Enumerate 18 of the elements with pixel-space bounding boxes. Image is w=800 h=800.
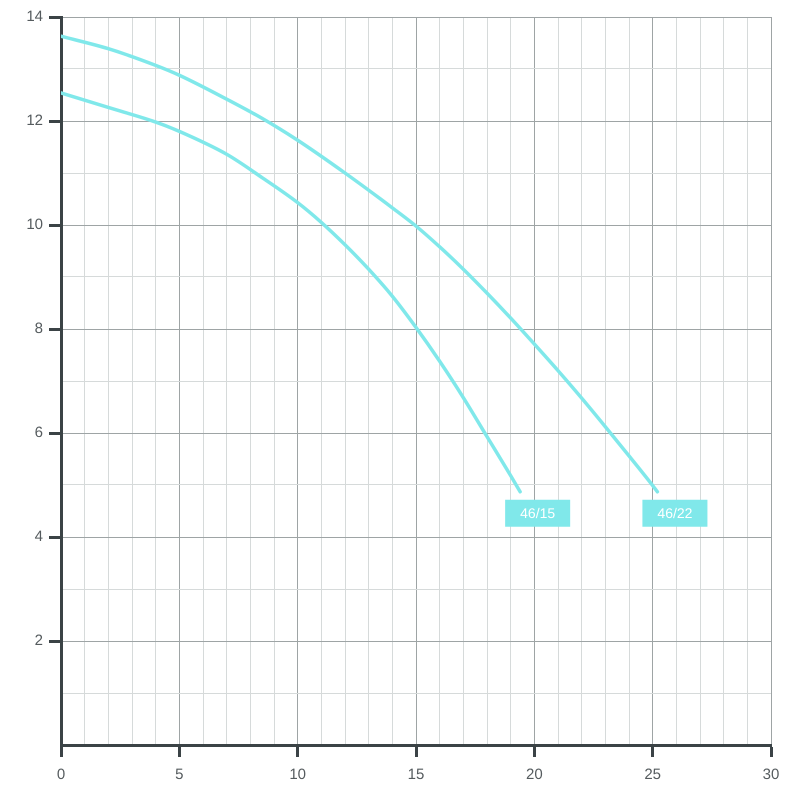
series-label: 46/15 (520, 505, 556, 522)
x-tick-label: 10 (289, 766, 306, 784)
x-tick-label: 20 (526, 766, 543, 784)
y-tick-label: 10 (26, 216, 43, 234)
series-label: 46/22 (657, 505, 693, 522)
x-tick-label: 15 (408, 766, 424, 784)
y-tick-label: 4 (34, 528, 43, 546)
x-tick-label: 0 (56, 766, 66, 784)
y-tick-label: 6 (34, 424, 43, 442)
x-tick-label: 25 (644, 766, 662, 784)
x-tick-label: 5 (175, 766, 184, 784)
line-series (61, 91, 522, 494)
line-series (61, 34, 660, 494)
y-tick-label: 2 (34, 632, 43, 650)
y-tick-label: 12 (26, 112, 43, 130)
y-tick-label: 8 (34, 320, 43, 338)
y-tick-label: 14 (26, 8, 43, 26)
x-tick-label: 30 (762, 766, 780, 784)
